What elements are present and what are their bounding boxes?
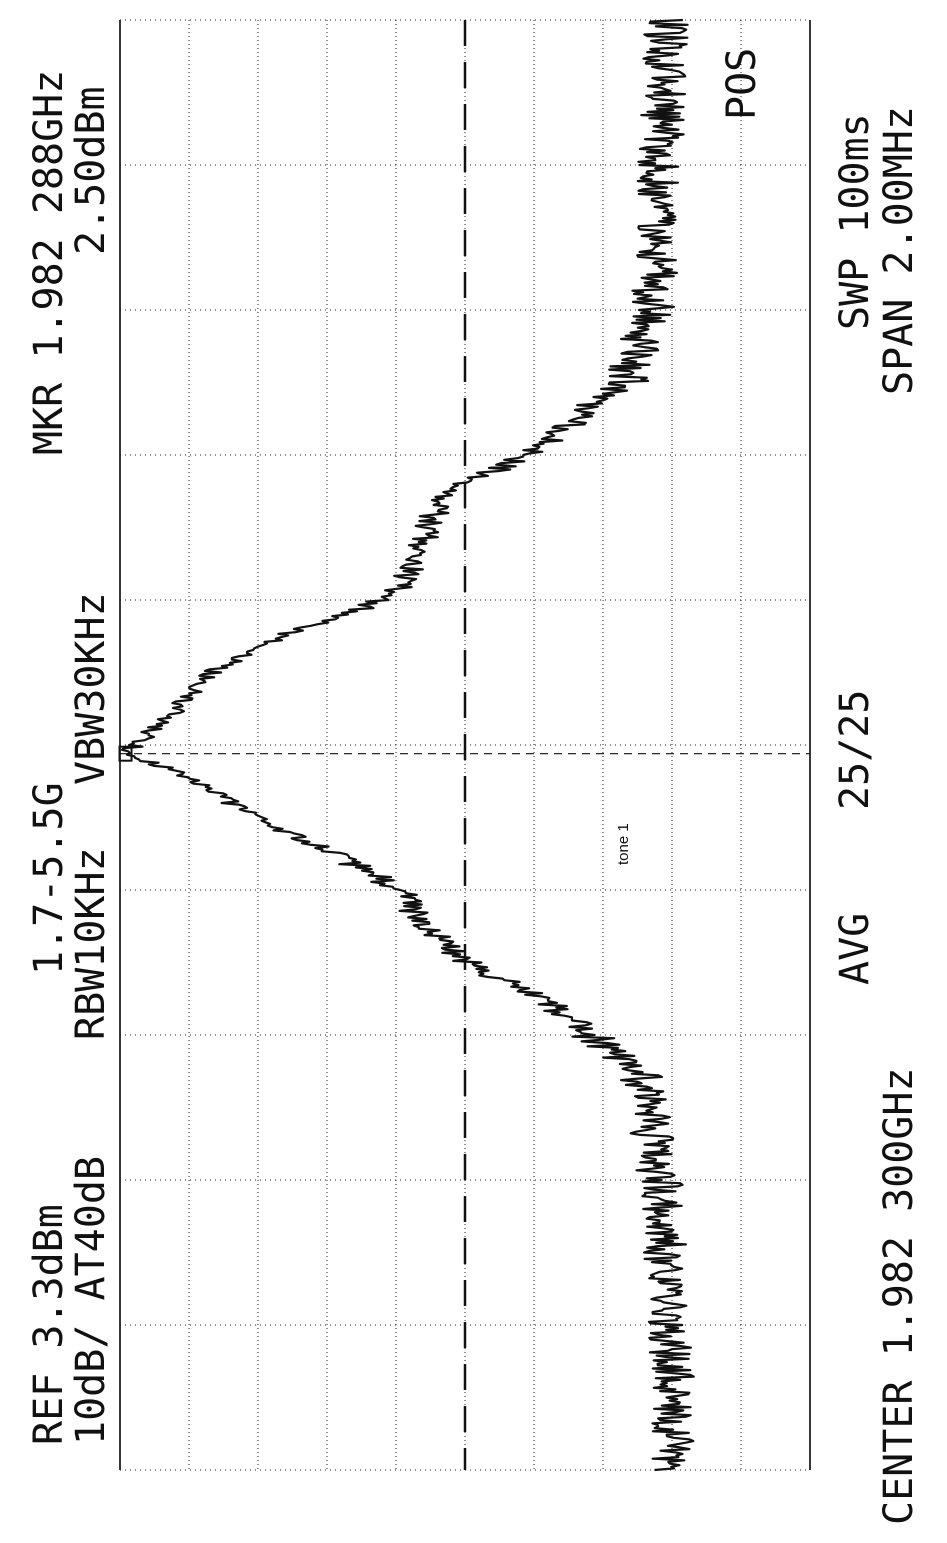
marker-symbol: [118, 745, 133, 762]
rbw-label: RBW10KHz: [68, 847, 114, 1040]
band-label: 1.7-5.5G: [26, 782, 72, 975]
marker-level-label: 2.50dBm: [68, 86, 114, 255]
center-frequency-label: CENTER 1.982 300GHz: [876, 1067, 922, 1525]
vbw-label: VBW30KHz: [68, 592, 114, 785]
avg-label: AVG: [832, 913, 878, 985]
spectrum-trace: [120, 18, 695, 1472]
sweep-label: SWP 100ms: [832, 113, 878, 330]
avg-count-label: 25/25: [832, 690, 878, 810]
span-label: SPAN 2.00MHz: [876, 106, 922, 395]
ref-level-label: REF 3.3dBm: [26, 1204, 72, 1445]
marker-frequency-label: MKR 1.982 288GHz: [26, 70, 72, 455]
scale-atten-label: 10dB/ AT40dB: [68, 1156, 114, 1445]
detector-label: POS: [719, 48, 765, 120]
tone-annotation: tone 1: [615, 823, 632, 865]
